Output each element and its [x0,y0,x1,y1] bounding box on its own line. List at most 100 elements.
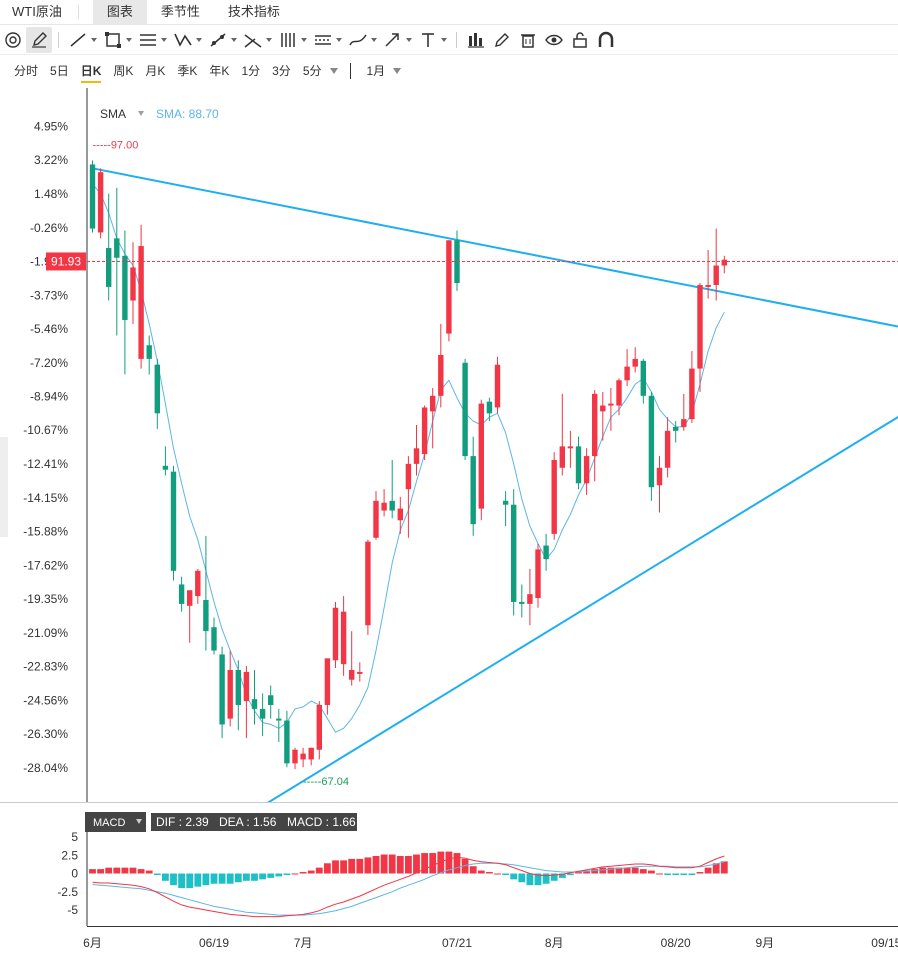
macd-hist-bar [575,872,582,874]
fib-icon[interactable] [240,27,275,53]
macd-hist-bar [648,870,655,874]
horizontal-lines-icon[interactable] [310,27,345,53]
candle-body [511,504,517,602]
macd-hist-bar [218,873,226,884]
range-select[interactable]: 1月 [366,64,386,78]
macd-hist-bar [413,854,420,874]
candle-body [365,541,371,626]
macd-y-tick-label: -2.5 [57,885,78,899]
y-tick-label: -12.41% [23,457,68,471]
period-monthly[interactable]: 月K [145,64,166,78]
period-weekly[interactable]: 周K [113,64,134,78]
candle-body [640,360,646,396]
period-yearly[interactable]: 年K [209,64,230,78]
range-dropdown-icon[interactable] [393,68,402,74]
candle-body [381,502,387,511]
macd-hist-bar [623,867,631,874]
macd-hist-bar [453,853,461,874]
edit-icon[interactable] [489,27,515,53]
text-icon[interactable] [415,27,450,53]
candle-body [616,380,622,406]
candle-body [162,465,169,470]
bars-icon[interactable] [463,27,489,53]
period-3min[interactable]: 3分 [272,64,291,78]
macd-hist-bar [275,873,283,877]
brush-icon[interactable] [345,27,380,53]
trendlines[interactable] [92,167,898,816]
macd-hist-bar [461,858,469,874]
macd-hist-bar [518,873,526,883]
candle-body [681,419,687,427]
candle-body [543,545,549,560]
vertical-lines-icon[interactable] [275,27,310,53]
candle-body [664,430,671,468]
candle-body [405,463,412,490]
macd-hist-bar [631,867,639,874]
parallel-lines-icon[interactable] [135,27,170,53]
instrument-title: WTI原油 [0,5,79,19]
macd-hist-bar [396,855,404,874]
candle-body [575,446,582,484]
macd-hist-bar [720,861,728,874]
macd-hist-bar [421,853,428,874]
trendline [92,167,898,328]
y-tick-label: -0.26% [30,221,68,235]
macd-caret-icon[interactable] [136,819,142,824]
tab-indicators[interactable]: 技术指标 [227,4,280,19]
candle-body [519,601,525,604]
magnet-icon[interactable] [593,27,619,53]
macd-hist-bar [356,858,364,874]
y-tick-label: -5.46% [30,322,68,336]
macd-dif-line [92,855,725,918]
y-tick-label: -17.62% [23,558,68,572]
candle-body [300,753,306,760]
period-quarterly[interactable]: 季K [177,64,198,78]
measure-icon[interactable] [205,27,240,53]
macd-hist-bar [89,869,96,874]
y-tick-label: -28.04% [23,761,68,775]
macd-hist-bar [121,867,129,874]
pencil-icon[interactable] [26,27,52,53]
sma-legend-caret-icon[interactable] [138,111,144,116]
macd-hist-bar [429,853,437,874]
period-daily[interactable]: 日K [75,59,108,83]
candle-body [648,395,655,488]
current-price-badge [46,252,86,271]
high-marker-label: -----97.00 [93,139,139,151]
macd-legend-badge[interactable] [85,812,146,832]
period-intraday[interactable]: 分时 [14,64,39,78]
candle-body [446,240,452,334]
candle-body [276,718,282,721]
line-icon[interactable] [65,27,100,53]
tab-seasonality[interactable]: 季节性 [160,4,200,19]
period-1min[interactable]: 1分 [241,64,261,78]
more-periods-icon[interactable] [329,68,338,74]
macd-hist-bar [194,873,202,887]
x-tick-label: 7月 [294,936,313,950]
macd-hist-bar [251,873,258,881]
macd-hist-bar [486,872,493,874]
pattern-icon[interactable] [170,27,205,53]
y-tick-label: -26.30% [23,727,68,741]
lock-icon[interactable] [567,27,593,53]
arrow-icon[interactable] [380,27,415,53]
candle-body [624,366,630,381]
eye-icon[interactable] [541,27,567,53]
period-5min[interactable]: 5分 [302,64,322,78]
settings-icon[interactable] [0,27,26,53]
candle-body [389,500,395,511]
macd-values-badge [151,813,357,831]
side-panel-handle[interactable] [0,437,8,537]
y-tick-label: -19.35% [23,592,68,606]
candle-body [697,284,703,369]
trash-icon[interactable] [515,27,541,53]
candle-body [551,459,557,534]
candle-body [535,549,541,599]
x-tick-label: 9月 [755,936,774,950]
candle-body [656,467,663,486]
tab-chart[interactable]: 图表 [92,0,147,24]
candle-body [349,669,355,680]
period-5day[interactable]: 5日 [50,64,69,78]
candle-body [397,508,403,521]
rectangle-icon[interactable] [100,27,135,53]
